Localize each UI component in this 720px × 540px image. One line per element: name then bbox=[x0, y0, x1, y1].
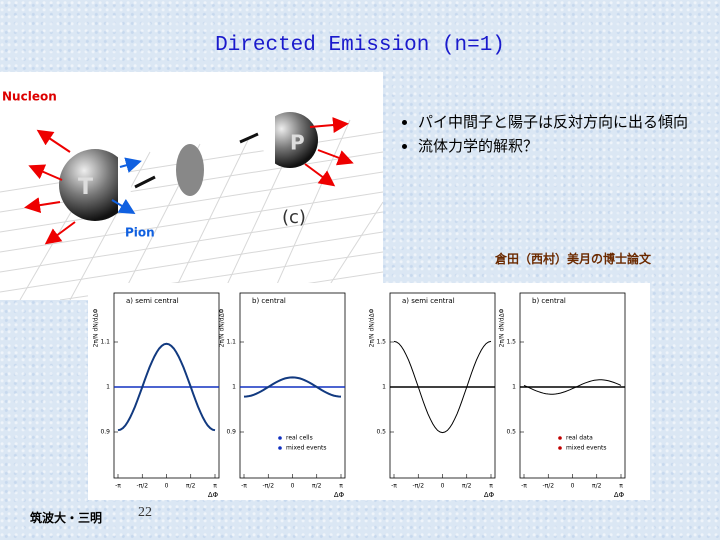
y-axis-label: 2π/N dN/dΔΦ bbox=[93, 308, 100, 347]
y-tick-label: 1 bbox=[106, 384, 110, 391]
x-tick-label: -π/2 bbox=[262, 483, 274, 490]
y-tick-label: 1 bbox=[512, 384, 516, 391]
y-tick-label: 1.5 bbox=[506, 339, 516, 346]
bullet: 流体力学的解釈？ bbox=[418, 136, 720, 157]
fit-curve bbox=[243, 376, 342, 398]
plot-label: a) semi central bbox=[126, 297, 179, 305]
affiliation: 筑波大・三明 bbox=[30, 511, 103, 525]
fit-curve bbox=[523, 379, 622, 395]
x-tick-label: -π/2 bbox=[136, 483, 148, 490]
x-axis-label: ΔΦ bbox=[334, 491, 345, 499]
legend-label: mixed events bbox=[566, 445, 607, 452]
page-number: 22 bbox=[138, 505, 152, 520]
x-tick-label: π bbox=[619, 483, 623, 490]
x-tick-label: 0 bbox=[441, 483, 445, 490]
x-axis-label: ΔΦ bbox=[614, 491, 625, 499]
y-tick-label: 1 bbox=[382, 384, 386, 391]
x-tick-label: π bbox=[339, 483, 343, 490]
y-tick-label: 0.9 bbox=[226, 429, 236, 436]
pion-label: Pion bbox=[125, 226, 155, 240]
citation: 倉田（西村）美月の博士論文 bbox=[495, 252, 652, 266]
nucleon-label: Nucleon bbox=[2, 90, 57, 104]
x-tick-label: 0 bbox=[165, 483, 169, 490]
x-tick-label: π/2 bbox=[592, 483, 602, 490]
y-tick-label: 0.5 bbox=[506, 429, 516, 436]
x-tick-label: 0 bbox=[291, 483, 295, 490]
plot-label: b) central bbox=[532, 297, 566, 305]
y-tick-label: 1.1 bbox=[100, 339, 110, 346]
x-tick-label: -π bbox=[391, 483, 397, 490]
x-tick-label: π/2 bbox=[312, 483, 322, 490]
legend-label: real data bbox=[566, 435, 593, 442]
plot-label: a) semi central bbox=[402, 297, 455, 305]
y-tick-label: 1.1 bbox=[226, 339, 236, 346]
x-tick-label: -π/2 bbox=[542, 483, 554, 490]
bullet-list: パイ中間子と陽子は反対方向に出る傾向 流体力学的解釈？ bbox=[390, 112, 720, 160]
y-axis-label: 2π/N dN/dΔΦ bbox=[219, 308, 226, 347]
fit-curve bbox=[393, 340, 492, 434]
target-label: T bbox=[78, 175, 93, 200]
panel-label: (c) bbox=[282, 207, 306, 228]
y-tick-label: 1 bbox=[232, 384, 236, 391]
y-tick-label: 0.9 bbox=[100, 429, 110, 436]
legend-marker bbox=[278, 436, 282, 440]
x-axis-label: ΔΦ bbox=[208, 491, 219, 499]
target-nucleus bbox=[59, 149, 131, 221]
x-tick-label: -π bbox=[521, 483, 527, 490]
legend-marker bbox=[278, 446, 282, 450]
x-tick-label: -π/2 bbox=[412, 483, 424, 490]
y-axis-label: 2π/N dN/dΔΦ bbox=[499, 308, 506, 347]
overlap-zone bbox=[176, 144, 204, 196]
y-axis-label: 2π/N dN/dΔΦ bbox=[369, 308, 376, 347]
legend-label: real cells bbox=[286, 435, 313, 442]
projectile-label: P bbox=[290, 131, 305, 155]
x-axis-label: ΔΦ bbox=[484, 491, 495, 499]
legend-label: mixed events bbox=[286, 445, 327, 452]
x-tick-label: -π bbox=[115, 483, 121, 490]
x-tick-label: -π bbox=[241, 483, 247, 490]
bullet: パイ中間子と陽子は反対方向に出る傾向 bbox=[418, 112, 720, 133]
x-tick-label: π bbox=[213, 483, 217, 490]
plot-label: b) central bbox=[252, 297, 286, 305]
y-tick-label: 0.5 bbox=[376, 429, 386, 436]
y-tick-label: 1.5 bbox=[376, 339, 386, 346]
slide-title: Directed Emission (n=1) bbox=[215, 34, 505, 57]
x-tick-label: π/2 bbox=[462, 483, 472, 490]
fit-curve bbox=[117, 342, 216, 432]
x-tick-label: π bbox=[489, 483, 493, 490]
x-tick-label: 0 bbox=[571, 483, 575, 490]
legend-marker bbox=[558, 446, 562, 450]
x-tick-label: π/2 bbox=[186, 483, 196, 490]
plot-figure: a) semi central 2π/N dN/dΔΦ 0.9 1 1.1 -π -π/2 0… bbox=[88, 283, 650, 500]
legend-marker bbox=[558, 436, 562, 440]
collision-figure: T P Nucleon Pion (c) bbox=[0, 72, 383, 300]
projectile-nucleus bbox=[262, 112, 318, 168]
